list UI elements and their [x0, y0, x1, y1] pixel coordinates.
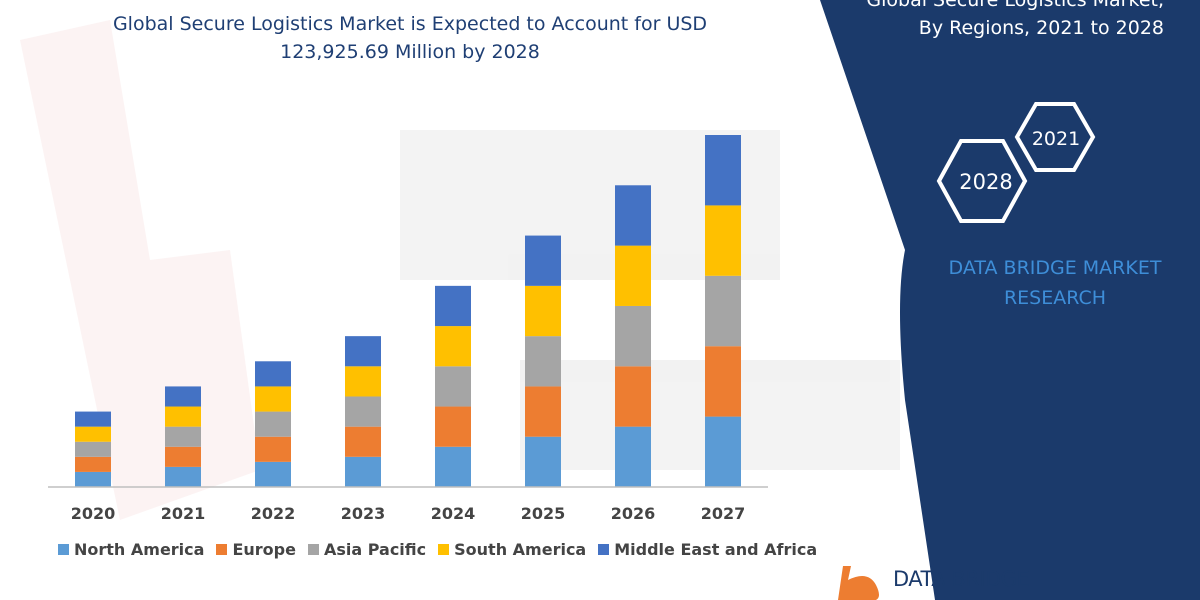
bar-2026-series-2 — [615, 305, 651, 367]
bar-2027-series-1 — [705, 346, 741, 417]
bar-2022-series-4 — [255, 361, 291, 387]
bar-2024-series-1 — [435, 406, 471, 447]
bar-2020-series-3 — [75, 426, 111, 442]
logo-icon — [838, 566, 879, 600]
bar-2020-series-2 — [75, 441, 111, 457]
brand-name: DATA BRIDGE MARKET RESEARCH — [920, 253, 1190, 313]
x-tick-label: 2025 — [521, 504, 566, 523]
bar-2024-series-0 — [435, 446, 471, 487]
x-tick-label: 2021 — [161, 504, 206, 523]
bar-2024-series-2 — [435, 366, 471, 407]
bar-2023-series-2 — [345, 396, 381, 427]
bar-2025-series-0 — [525, 436, 561, 487]
legend-swatch — [58, 544, 69, 555]
x-tick-label: 2027 — [701, 504, 746, 523]
page-title: Global Secure Logistics Market is Expect… — [40, 10, 780, 66]
brand-line-1: DATA BRIDGE MARKET — [948, 257, 1162, 279]
bar-2026-series-4 — [615, 185, 651, 246]
bar-2021-series-1 — [165, 446, 201, 467]
bar-2020-series-1 — [75, 456, 111, 472]
bar-2022-series-1 — [255, 436, 291, 462]
bar-2025-series-1 — [525, 386, 561, 437]
x-tick-labels: 2020 2021 2022 2023 2024 2025 2026 2027 — [71, 504, 746, 523]
legend-swatch — [438, 544, 450, 555]
legend-swatch — [216, 544, 228, 555]
bar-2022-series-3 — [255, 386, 291, 412]
bar-2021-series-4 — [165, 386, 201, 407]
bar-2026-series-0 — [615, 426, 651, 487]
legend-label: North America — [74, 540, 205, 559]
title-line-2: 123,925.69 Million by 2028 — [280, 41, 540, 63]
bar-2027-series-2 — [705, 275, 741, 347]
legend-item: South America — [438, 540, 586, 559]
bar-2021-series-2 — [165, 426, 201, 447]
chart-legend: North America Europe Asia Pacific South Ame… — [58, 540, 817, 559]
hexagon-badge-2021: 2021 — [1014, 102, 1096, 172]
side-title: Global Secure Logistics Market, By Regio… — [804, 0, 1164, 42]
x-tick-label: 2026 — [611, 504, 656, 523]
legend-item: Asia Pacific — [307, 540, 427, 559]
x-tick-label: 2023 — [341, 504, 386, 523]
bar-2021-series-3 — [165, 406, 201, 427]
legend-swatch — [307, 544, 319, 555]
bar-2021-series-0 — [165, 466, 201, 487]
bar-2024-series-4 — [435, 285, 471, 327]
bars-layer — [75, 135, 741, 487]
x-tick-label: 2024 — [431, 504, 476, 523]
bar-2022-series-2 — [255, 411, 291, 437]
legend-label: Europe — [232, 540, 296, 559]
legend-item: North America — [58, 540, 204, 559]
legend-item: Europe — [216, 540, 296, 559]
badge-year-2021: 2021 — [1032, 128, 1080, 150]
side-title-line-1: Global Secure Logistics Market, — [866, 0, 1164, 11]
bar-2020-series-0 — [75, 471, 111, 487]
bar-2023-series-4 — [345, 336, 381, 367]
bar-2025-series-2 — [525, 336, 561, 387]
bar-2023-series-1 — [345, 426, 381, 457]
bar-2026-series-1 — [615, 366, 651, 427]
x-tick-label: 2020 — [71, 504, 116, 523]
title-line-1: Global Secure Logistics Market is Expect… — [112, 13, 708, 35]
bar-2025-series-4 — [525, 235, 561, 286]
bar-2027-series-3 — [705, 205, 741, 276]
bar-2020-series-4 — [75, 411, 111, 427]
bar-2022-series-0 — [255, 461, 291, 487]
brand-line-2: RESEARCH — [1003, 287, 1107, 309]
bar-2025-series-3 — [525, 285, 561, 337]
hexagon-badge-2028: 2028 — [936, 139, 1028, 223]
logo-text: DATA BRIDGE — [893, 567, 1030, 591]
side-panel — [820, 0, 1200, 600]
side-title-line-2: By Regions, 2021 to 2028 — [918, 17, 1164, 39]
bar-2027-series-0 — [705, 416, 741, 487]
legend-label: Middle East and Africa — [614, 540, 818, 559]
legend-label: South America — [454, 540, 587, 559]
legend-item: Middle East and Africa — [598, 540, 817, 559]
legend-label: Asia Pacific — [323, 540, 427, 559]
badge-year-2028: 2028 — [959, 170, 1012, 194]
legend-swatch — [598, 544, 610, 555]
bar-2026-series-3 — [615, 245, 651, 306]
bar-2023-series-3 — [345, 366, 381, 397]
x-tick-label: 2022 — [251, 504, 296, 523]
bar-2024-series-3 — [435, 326, 471, 367]
bar-2023-series-0 — [345, 456, 381, 487]
bar-2027-series-4 — [705, 135, 741, 206]
